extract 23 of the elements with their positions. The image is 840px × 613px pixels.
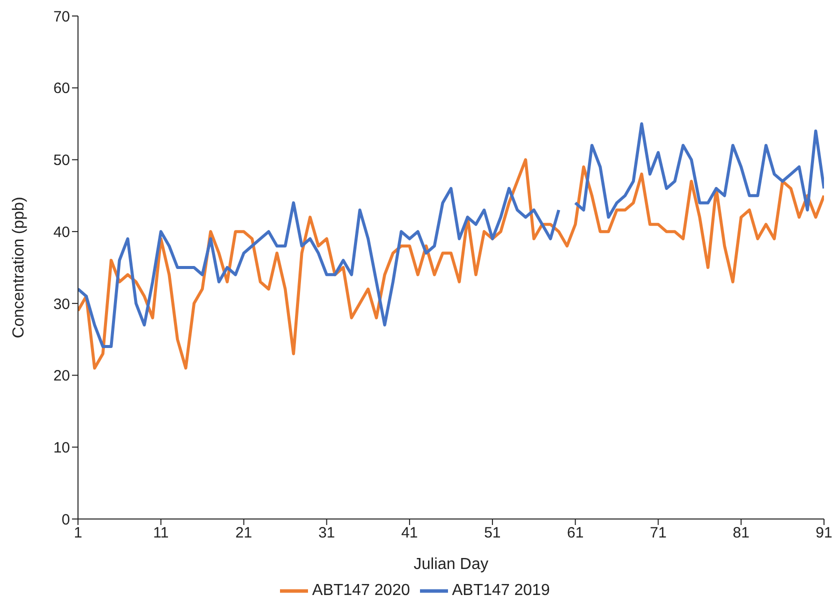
y-tick-label: 70 [53,8,70,26]
y-tick-label: 40 [53,224,70,241]
x-tick-label: 61 [566,524,584,542]
x-tick-label: 31 [318,524,336,542]
y-tick-label: 50 [53,152,70,170]
y-tick-label: 20 [53,368,70,385]
x-tick-label: 71 [650,524,667,542]
y-tick-label: 30 [53,296,70,313]
x-tick-label: 11 [153,524,169,542]
legend-label: ABT147 2019 [452,582,550,600]
legend-label: ABT147 2020 [312,582,410,600]
line-series [78,158,824,370]
x-tick-label: 1 [74,524,82,542]
y-axis-title: Concentration (ppb) [10,196,28,338]
y-tick-label: 0 [62,511,70,528]
x-tick-label: 81 [732,524,750,542]
x-tick-label: 21 [235,524,252,542]
x-tick-label: 51 [484,524,501,542]
x-tick-label: 91 [816,524,832,542]
y-tick-label: 60 [53,80,70,98]
x-axis-title: Julian Day [414,556,488,573]
y-tick-label: 10 [53,439,70,456]
x-tick-label: 41 [401,524,418,542]
